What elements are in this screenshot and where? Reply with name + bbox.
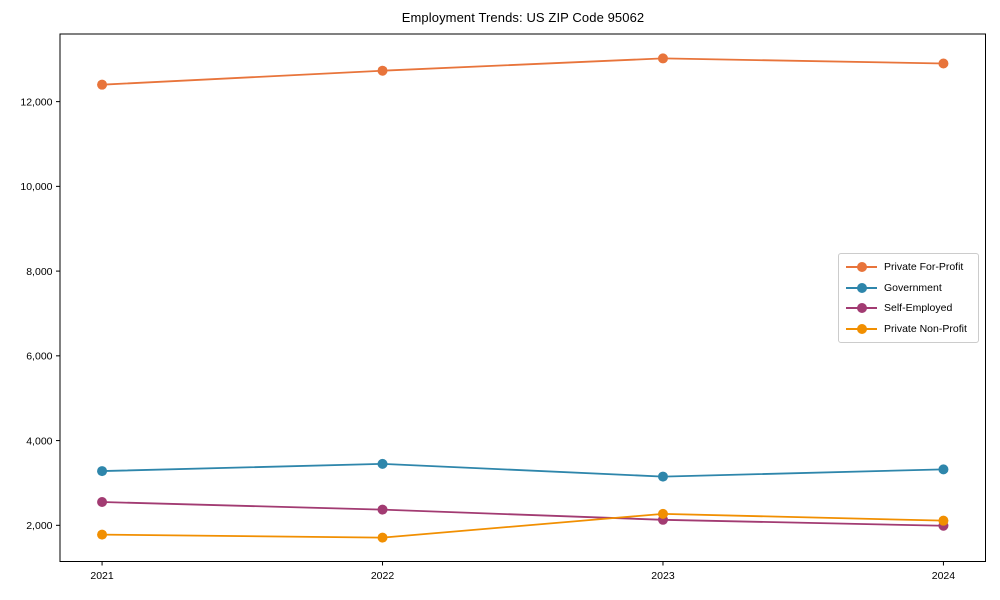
plot-border (59, 33, 986, 562)
legend: Private For-Profit Government Self-Employe… (838, 253, 979, 343)
legend-item: Private For-Profit (846, 257, 974, 278)
legend-line-marker-icon (846, 261, 877, 273)
legend-line-marker-icon (846, 323, 877, 335)
data-point-private-for-profit-2022 (377, 65, 388, 76)
data-point-private-non-profit-2023 (657, 508, 668, 519)
x-axis-tick-label: 2023 (651, 570, 675, 582)
data-point-private-non-profit-2022 (377, 532, 388, 543)
data-point-private-for-profit-2021 (97, 79, 108, 90)
legend-item-label: Government (884, 281, 942, 294)
series-line-self-employed (102, 501, 944, 527)
y-axis-tick-label: 4,000 (26, 435, 52, 447)
series-line-government (102, 462, 944, 478)
data-point-government-2022 (377, 458, 388, 469)
data-point-government-2024 (938, 464, 949, 475)
legend-item: Government (846, 278, 974, 299)
y-axis-tick-label: 10,000 (20, 181, 52, 193)
series-line-private-non-profit (102, 512, 944, 539)
x-axis-tick-label: 2021 (90, 570, 114, 582)
data-point-private-non-profit-2021 (97, 529, 108, 540)
data-point-self-employed-2022 (377, 504, 388, 515)
chart-title: Employment Trends: US ZIP Code 95062 (401, 10, 645, 25)
data-point-private-for-profit-2024 (938, 58, 949, 69)
y-axis-tick-label: 12,000 (20, 96, 52, 108)
legend-item-label: Self-Employed (884, 302, 953, 315)
data-point-private-for-profit-2023 (657, 53, 668, 64)
series-line-private-for-profit (102, 57, 944, 86)
y-axis-tick-label: 8,000 (26, 266, 52, 278)
legend-line-marker-icon (846, 282, 877, 294)
legend-item: Private Non-Profit (846, 319, 974, 340)
x-axis-tick-label: 2022 (371, 570, 395, 582)
data-point-self-employed-2021 (97, 497, 108, 508)
legend-item-label: Private Non-Profit (884, 322, 967, 335)
legend-item-label: Private For-Profit (884, 261, 964, 274)
legend-line-marker-icon (846, 302, 877, 314)
y-axis-tick-label: 6,000 (26, 351, 52, 363)
data-point-government-2021 (97, 466, 108, 477)
x-axis-tick-label: 2024 (932, 570, 956, 582)
data-point-private-non-profit-2024 (938, 515, 949, 526)
data-point-government-2023 (657, 471, 668, 482)
legend-item: Self-Employed (846, 298, 974, 319)
y-axis-tick-label: 2,000 (26, 520, 52, 532)
